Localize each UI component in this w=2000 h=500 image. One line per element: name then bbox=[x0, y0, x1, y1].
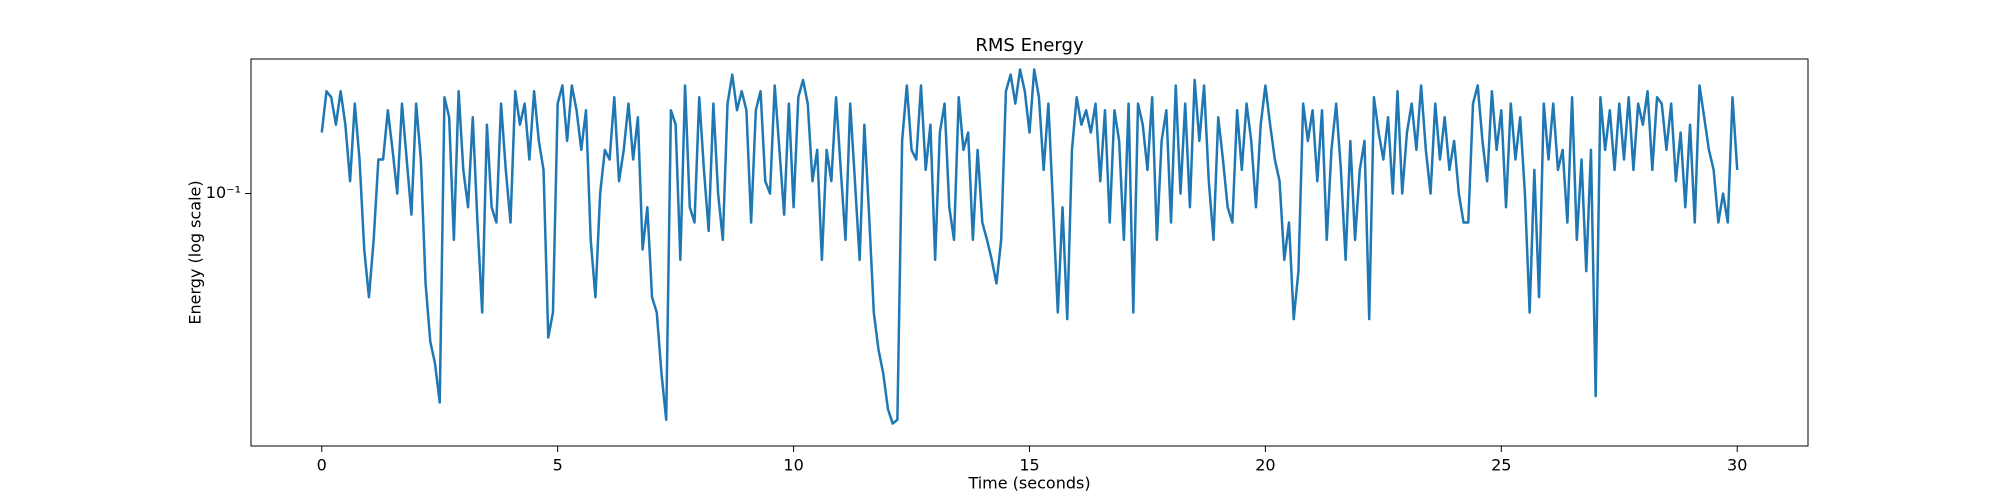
y-axis-label: Energy (log scale) bbox=[186, 180, 205, 324]
plot-frame bbox=[250, 58, 1809, 447]
x-tick-label: 30 bbox=[1727, 456, 1747, 475]
line-series bbox=[320, 68, 1739, 425]
x-tick-label: 25 bbox=[1491, 456, 1511, 475]
y-tick-label: 10⁻¹ bbox=[206, 183, 241, 202]
x-axis-label: Time (seconds) bbox=[967, 474, 1090, 493]
chart-title: RMS Energy bbox=[975, 35, 1084, 56]
x-tick-label: 10 bbox=[783, 456, 803, 475]
x-tick-label: 15 bbox=[1019, 456, 1039, 475]
x-tick-label: 5 bbox=[553, 456, 563, 475]
x-tick-label: 20 bbox=[1255, 456, 1275, 475]
x-tick-label: 0 bbox=[317, 456, 327, 475]
